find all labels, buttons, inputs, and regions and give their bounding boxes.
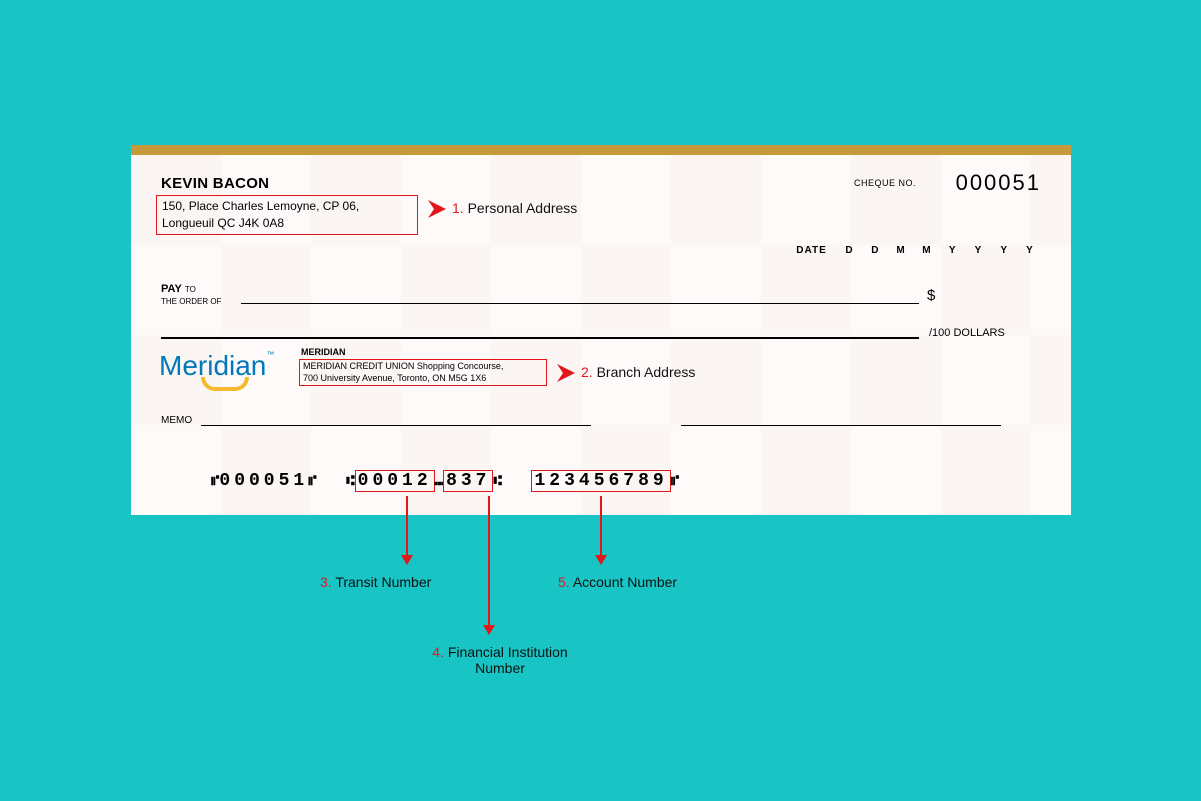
micr-cheque-no: 000051 <box>219 471 308 491</box>
micr-account: 123456789 <box>534 471 667 491</box>
personal-address-box: 150, Place Charles Lemoyne, CP 06, Longu… <box>156 195 418 235</box>
callout-4-text: Financial Institution <box>448 644 568 660</box>
gold-bar <box>131 145 1071 155</box>
date-ph-7: Y <box>1019 245 1041 256</box>
transit-box: 00012 <box>355 470 435 492</box>
callout-3: 3. Transit Number <box>320 574 431 590</box>
order-of-label: THE ORDER OF <box>161 297 221 306</box>
micr-sym-4: ⑉ <box>435 474 443 490</box>
micr-transit: 00012 <box>358 471 432 491</box>
date-row: DATE D D M M Y Y Y Y <box>796 245 1041 256</box>
branch-address-box: MERIDIAN CREDIT UNION Shopping Concourse… <box>299 359 547 386</box>
address-line-1: 150, Place Charles Lemoyne, CP 06, <box>162 198 412 215</box>
pointer-2-icon <box>555 362 577 384</box>
arrow-5-icon <box>600 496 602 564</box>
to-label: TO <box>185 285 196 294</box>
cheque-container: KEVIN BACON 150, Place Charles Lemoyne, … <box>131 145 1071 515</box>
address-line-2: Longueuil QC J4K 0A8 <box>162 215 412 232</box>
arrow-3-icon <box>406 496 408 564</box>
micr-sym-5: ⑆ <box>493 474 501 490</box>
arrow-4-icon <box>488 496 490 634</box>
cheque-no-label: CHEQUE NO. <box>854 178 916 188</box>
pointer-1-icon <box>426 198 448 220</box>
payer-name: KEVIN BACON <box>161 175 269 192</box>
callout-1-text: Personal Address <box>468 200 578 216</box>
pay-label: PAY <box>161 283 182 295</box>
callout-4: 4. Financial InstitutionNumber <box>410 644 590 676</box>
bank-name: MERIDIAN <box>301 347 346 357</box>
meridian-arc-icon <box>201 377 249 391</box>
logo-tm: ™ <box>266 350 274 359</box>
memo-line <box>201 425 591 426</box>
dollar-sign: $ <box>927 287 935 304</box>
callout-4-num: 4. <box>432 644 444 660</box>
amount-words-line <box>161 337 919 339</box>
callout-3-text: Transit Number <box>335 574 431 590</box>
signature-line <box>681 425 1001 426</box>
branch-line-2: 700 University Avenue, Toronto, ON M5G 1… <box>303 373 543 385</box>
callout-1: 1. Personal Address <box>452 200 577 216</box>
micr-sym-3: ⑆ <box>346 474 354 490</box>
date-label: DATE <box>796 245 826 256</box>
pay-to-block: PAY TO THE ORDER OF <box>161 283 221 307</box>
date-ph-2: M <box>890 245 912 256</box>
callout-1-num: 1. <box>452 200 464 216</box>
institution-box: 837 <box>443 470 493 492</box>
account-box: 123456789 <box>531 470 670 492</box>
callout-4b-text: Number <box>475 660 525 676</box>
date-ph-6: Y <box>993 245 1015 256</box>
micr-line: ⑈000051⑈ ⑆00012⑉837⑆ 123456789⑈ <box>211 470 679 492</box>
date-ph-0: D <box>839 245 861 256</box>
memo-label: MEMO <box>161 415 192 426</box>
callout-5-text: Account Number <box>573 574 677 590</box>
hundred-dollars-label: /100 DOLLARS <box>929 327 1005 339</box>
callout-2: 2. Branch Address <box>581 364 695 380</box>
callout-2-num: 2. <box>581 364 593 380</box>
callout-2-text: Branch Address <box>597 364 696 380</box>
callout-5: 5. Account Number <box>558 574 677 590</box>
cheque-number: 000051 <box>956 170 1041 196</box>
branch-line-1: MERIDIAN CREDIT UNION Shopping Concourse… <box>303 361 543 373</box>
micr-institution: 837 <box>446 471 490 491</box>
date-ph-4: Y <box>942 245 964 256</box>
micr-sym-6: ⑈ <box>671 474 679 490</box>
date-ph-3: M <box>916 245 938 256</box>
date-ph-5: Y <box>967 245 989 256</box>
micr-sym-2: ⑈ <box>308 474 316 490</box>
callout-3-num: 3. <box>320 574 332 590</box>
date-ph-1: D <box>864 245 886 256</box>
callout-5-num: 5. <box>558 574 570 590</box>
payee-line <box>241 303 919 304</box>
